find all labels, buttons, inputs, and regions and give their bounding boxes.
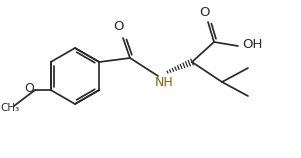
Text: O: O <box>114 21 124 33</box>
Text: O: O <box>24 82 34 94</box>
Text: CH₃: CH₃ <box>0 103 20 113</box>
Text: NH: NH <box>155 76 173 88</box>
Text: OH: OH <box>242 37 262 51</box>
Text: O: O <box>199 6 209 18</box>
